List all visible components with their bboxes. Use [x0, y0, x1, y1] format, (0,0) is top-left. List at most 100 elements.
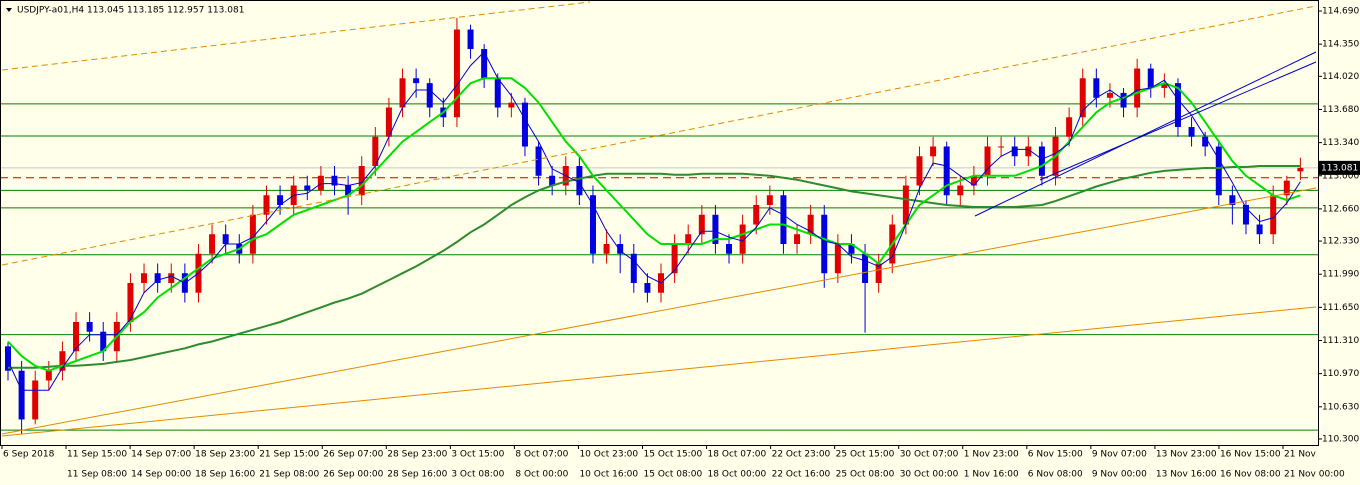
candle-body	[1134, 68, 1141, 108]
candle-body	[916, 156, 923, 186]
x-tick-label: 15 Oct 08:00	[644, 470, 703, 480]
candle-body	[875, 263, 882, 283]
candle-body	[100, 331, 107, 352]
candle-body	[712, 214, 719, 244]
x-tick-label: 13 Nov 23:00	[1156, 450, 1217, 460]
candle-body	[141, 273, 148, 283]
candle-body	[739, 224, 746, 254]
trend-lines	[1, 1, 1317, 437]
candle-body	[249, 214, 256, 254]
candle-body	[317, 175, 324, 191]
candle-body	[45, 370, 52, 381]
price-tag-label: 113.081	[1321, 163, 1358, 173]
candle-body	[766, 195, 773, 206]
moving-average	[7, 51, 1301, 391]
candle-body	[589, 195, 596, 254]
plot-border	[0, 0, 1319, 446]
y-tick-label: 112.660	[1322, 204, 1359, 214]
candle-body	[1093, 78, 1100, 98]
candle-body	[807, 214, 814, 235]
candle-body	[630, 253, 637, 283]
candle-body	[848, 243, 855, 254]
candle-body	[821, 214, 828, 274]
trend-line	[1, 5, 1317, 266]
x-tick-label: 18 Oct 00:00	[708, 470, 767, 480]
candle-body	[413, 78, 420, 84]
candle-body	[1297, 167, 1304, 172]
y-tick-label: 110.300	[1322, 434, 1359, 444]
candle-body	[1011, 146, 1018, 157]
x-tick-label: 9 Nov 07:00	[1092, 450, 1147, 460]
candle-body	[1079, 78, 1086, 118]
x-tick-label: 30 Oct 00:00	[900, 470, 959, 480]
x-tick-label: 21 Sep 08:00	[259, 470, 319, 480]
x-tick-label: 26 Sep 00:00	[323, 470, 383, 480]
candle-body	[263, 195, 270, 215]
candle-body	[685, 234, 692, 244]
candle-body	[1188, 127, 1195, 137]
y-tick-label: 111.310	[1322, 336, 1359, 346]
y-tick-label: 110.970	[1322, 369, 1359, 379]
candle-body	[467, 29, 474, 50]
x-tick-label: 6 Nov 15:00	[1028, 450, 1083, 460]
x-tick-label: 14 Sep 07:00	[131, 450, 191, 460]
candle-body	[1147, 68, 1154, 89]
candle-body	[331, 175, 338, 186]
y-tick-label: 112.330	[1322, 237, 1359, 247]
candle-body	[671, 243, 678, 274]
candle-body	[902, 185, 909, 225]
x-tick-label: 8 Oct 07:00	[515, 450, 568, 460]
y-tick-label: 113.340	[1322, 138, 1359, 148]
candle-body	[426, 83, 433, 108]
x-tick-label: 10 Oct 16:00	[579, 470, 638, 480]
candle-body	[86, 321, 93, 332]
candle-body	[1066, 117, 1073, 137]
x-tick-label: 13 Nov 16:00	[1156, 470, 1217, 480]
candle-body	[943, 146, 950, 196]
y-tick-label: 114.350	[1322, 40, 1359, 50]
x-tick-label: 6 Sep 2018	[3, 450, 55, 460]
candle-body	[957, 185, 964, 196]
candle-body	[494, 78, 501, 108]
candle-body	[1202, 136, 1209, 147]
plot-area	[0, 17, 1318, 435]
trend-line	[974, 51, 1317, 217]
candle-body	[345, 185, 352, 196]
candle-body	[1038, 146, 1045, 176]
x-tick-label: 26 Sep 07:00	[323, 450, 383, 460]
candle-body	[1229, 195, 1236, 206]
x-tick-label: 30 Oct 07:00	[900, 450, 959, 460]
moving-average	[7, 77, 1301, 372]
x-tick-label: 25 Oct 08:00	[836, 470, 895, 480]
chart-title: USDJPY-a01,H4 113.045 113.185 112.957 11…	[17, 6, 244, 16]
candle-body	[984, 146, 991, 176]
x-tick-label: 15 Oct 15:00	[644, 450, 703, 460]
x-tick-label: 8 Oct 00:00	[515, 470, 568, 480]
candle-body	[209, 234, 216, 254]
x-tick-label: 3 Oct 15:00	[451, 450, 504, 460]
candle-body	[644, 282, 651, 293]
y-tick-label: 111.990	[1322, 270, 1359, 280]
y-tick-label: 114.690	[1322, 7, 1359, 17]
candle-body	[222, 234, 229, 244]
candle-body	[481, 49, 488, 79]
candle-body	[508, 102, 515, 108]
trend-line	[1, 1, 591, 71]
candle-body	[521, 102, 528, 147]
y-tick-label: 110.630	[1322, 402, 1359, 412]
x-tick-label: 6 Nov 08:00	[1028, 470, 1083, 480]
x-tick-label: 18 Sep 16:00	[195, 470, 255, 480]
trend-line	[1039, 61, 1317, 181]
candle-body	[698, 214, 705, 235]
candle-body	[603, 243, 610, 254]
candle-body	[372, 136, 379, 167]
candle-body	[304, 185, 311, 191]
candle-body	[1256, 224, 1263, 235]
candle-body	[399, 78, 406, 108]
candle-body	[726, 243, 733, 254]
x-tick-label: 1 Nov 23:00	[964, 450, 1019, 460]
candle-body	[549, 175, 556, 186]
candle-body	[780, 195, 787, 244]
candle-body	[1283, 180, 1290, 196]
